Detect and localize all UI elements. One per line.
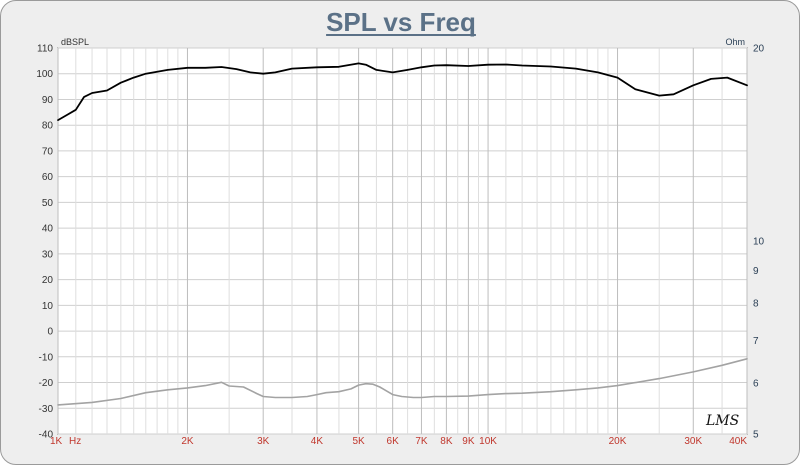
y-tick-label: -30 [39, 404, 54, 415]
y-tick-label: 40 [42, 224, 54, 235]
y-tick-label: 30 [42, 249, 54, 260]
x-axis: 1K 2K 3K 4K 5K 6K 7K 8K 9K 10K 20K 30K 40K [50, 436, 747, 447]
x-tick-label: 7K [415, 436, 428, 447]
x-tick-label: 2K [181, 436, 194, 447]
y-tick-label: -10 [39, 352, 54, 363]
y2-tick-label: 7 [753, 336, 759, 347]
impedance-line [57, 357, 748, 406]
y2-tick-label: 8 [753, 299, 759, 310]
series-group [57, 62, 748, 406]
y-tick-label: 100 [36, 69, 53, 80]
y-tick-label: 20 [42, 275, 54, 286]
y2-tick-label: 20 [753, 44, 765, 55]
x-tick-label: 9K [462, 436, 475, 447]
y-tick-label: 70 [42, 146, 54, 157]
y2-tick-label: 10 [753, 237, 765, 248]
x-tick-label: 5K [352, 436, 365, 447]
x-tick-label: 40K [729, 436, 747, 447]
y-tick-label: 50 [42, 198, 54, 209]
y-tick-label: 110 [37, 44, 53, 55]
y-tick-label: 80 [42, 121, 54, 132]
y-axis-label: dBSPL [61, 37, 89, 47]
y2-tick-label: 5 [753, 430, 759, 441]
y-tick-label: 0 [47, 327, 53, 338]
y-tick-label: 10 [42, 301, 54, 312]
x-tick-label: 4K [311, 436, 324, 447]
x-tick-label: 1K [50, 436, 63, 447]
x-axis-unit-label: Hz [69, 436, 81, 447]
y2-tick-label: 9 [753, 266, 759, 277]
x-tick-label: 3K [257, 436, 270, 447]
y2-axis: 20 10 9 8 7 6 5 [753, 44, 765, 441]
x-tick-label: 30K [684, 436, 702, 447]
y-tick-label: -40 [39, 430, 54, 441]
x-tick-label: 10K [479, 436, 497, 447]
x-tick-label: 20K [609, 436, 627, 447]
lms-watermark: LMS [705, 413, 739, 429]
x-tick-label: 6K [387, 436, 400, 447]
y-tick-label: 90 [42, 95, 54, 106]
chart-title: SPL vs Freq [326, 7, 476, 37]
spl-response-line [57, 62, 748, 121]
x-tick-label: 8K [440, 436, 453, 447]
y-tick-label: 60 [42, 172, 54, 183]
y2-axis-label: Ohm [725, 37, 745, 47]
plot-area [57, 47, 748, 435]
grid [57, 47, 748, 435]
y-tick-label: -20 [39, 378, 54, 389]
y2-tick-label: 6 [753, 379, 759, 390]
